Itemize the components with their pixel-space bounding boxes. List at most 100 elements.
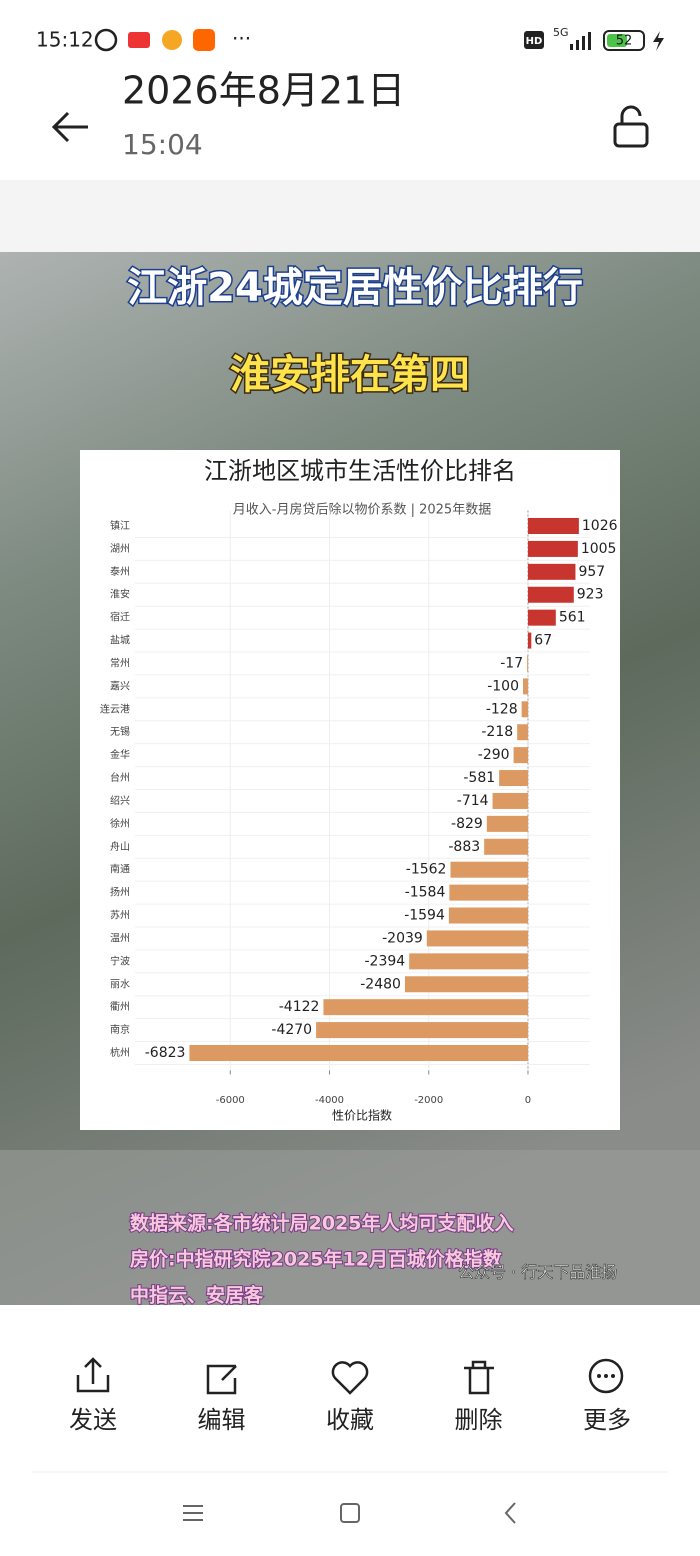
value-label: -6823	[145, 1045, 186, 1061]
value-label: -2039	[382, 930, 423, 946]
y-tick-label: 杭州	[110, 1046, 130, 1059]
x-tick-label: -6000	[216, 1095, 245, 1106]
nav-bar	[183, 1502, 516, 1524]
image-headline: 江浙24城定居性价比排行	[127, 265, 583, 311]
value-label: -290	[478, 747, 510, 763]
value-label: -218	[481, 724, 513, 740]
toolbar-action[interactable]: 更多	[583, 1406, 631, 1434]
toolbar-action[interactable]: 编辑	[198, 1406, 246, 1434]
header-date: 2026年8月21日	[122, 69, 405, 113]
value-label: -128	[486, 701, 518, 717]
source-lines: 数据来源:各市统计局2025年人均可支配收入 房价:中指研究院2025年12月百…	[129, 1211, 514, 1308]
back-button[interactable]	[51, 111, 88, 143]
bar	[404, 976, 528, 993]
source-line: 数据来源:各市统计局2025年人均可支配收入	[130, 1212, 513, 1235]
y-tick-label: 金华	[110, 748, 130, 761]
toolbar-action[interactable]: 发送	[69, 1406, 117, 1434]
toolbar-action[interactable]: 收藏	[326, 1406, 374, 1434]
alarm-icon	[94, 28, 118, 52]
x-axis-title: 性价比指数	[332, 1108, 392, 1123]
hd-label: HD	[526, 36, 543, 47]
bar	[527, 655, 528, 672]
signal-icon	[570, 32, 591, 50]
account-watermark: 公众号 · 行天下品淮扬	[458, 1263, 617, 1282]
value-label: 1026	[582, 518, 618, 534]
value-label: -17	[500, 655, 523, 671]
y-tick-label: 台州	[110, 771, 130, 784]
app-icon	[162, 30, 182, 50]
value-label: 1005	[581, 541, 617, 557]
more-icon-dots	[597, 1374, 615, 1378]
x-tick-label: 0	[525, 1095, 531, 1106]
chart-title: 江浙地区城市生活性价比排名	[204, 457, 516, 485]
value-label: -2394	[365, 953, 406, 969]
image-subheadline: 淮安排在第四	[230, 352, 470, 398]
bar	[527, 632, 532, 649]
network-label: 5G	[553, 26, 569, 39]
bar	[426, 930, 528, 947]
nav-home[interactable]	[340, 1503, 360, 1523]
value-label: -4270	[271, 1022, 312, 1038]
y-tick-label: 连云港	[100, 702, 130, 715]
bar	[484, 838, 528, 855]
bar	[527, 609, 556, 626]
value-label: -2480	[360, 976, 401, 992]
bar	[449, 884, 528, 901]
value-label: -4122	[279, 999, 320, 1015]
source-line: 房价:中指研究院2025年12月百城价格指数	[130, 1248, 503, 1271]
bar	[492, 792, 528, 809]
value-label: -714	[457, 793, 489, 809]
y-tick-label: 淮安	[110, 588, 130, 601]
y-tick-label: 衢州	[110, 1001, 130, 1013]
y-tick-label: 镇江	[110, 519, 130, 532]
nav-menu[interactable]	[183, 1505, 203, 1521]
value-label: -581	[463, 770, 495, 786]
y-tick-label: 绍兴	[110, 794, 130, 807]
lock-button[interactable]	[613, 105, 649, 148]
source-line: 中指云、安居客	[130, 1284, 264, 1307]
bar	[448, 907, 528, 924]
hd-badge	[524, 31, 544, 49]
header-time: 15:04	[122, 128, 203, 161]
y-tick-label: 宁波	[110, 954, 130, 967]
bar	[486, 815, 528, 832]
toolbar: 发送 编辑 收藏 删除 更多	[69, 1406, 631, 1434]
battery-label: 52	[616, 34, 633, 49]
image-margin	[0, 180, 700, 252]
battery	[603, 30, 645, 51]
bar	[527, 563, 576, 580]
y-tick-label: 宿迁	[110, 611, 130, 624]
y-tick-label: 常州	[110, 656, 130, 669]
y-tick-label: 泰州	[110, 565, 130, 578]
y-tick-label: 无锡	[110, 725, 130, 738]
battery-level	[607, 34, 627, 47]
value-label: 957	[578, 564, 605, 580]
bar	[527, 586, 574, 603]
bar	[316, 1022, 528, 1039]
bar	[323, 999, 528, 1016]
charging-icon	[653, 31, 664, 51]
nav-back[interactable]	[504, 1502, 516, 1524]
toolbar-icons	[76, 1357, 624, 1395]
bar	[527, 540, 578, 557]
value-label: -1594	[404, 908, 445, 924]
value-label: -100	[487, 678, 519, 694]
y-tick-label: 湖州	[110, 543, 130, 555]
y-tick-label: 南通	[110, 863, 130, 876]
y-tick-label: 苏州	[110, 909, 130, 922]
toolbar-action[interactable]: 删除	[455, 1406, 503, 1434]
chart-subtitle: 月收入-月房贷后除以物价系数 | 2025年数据	[233, 502, 491, 518]
y-tick-label: 盐城	[110, 634, 130, 647]
y-tick-label: 丽水	[110, 978, 130, 990]
bar	[499, 770, 528, 787]
chart: -6000 -4000 -2000 0 镇江 1026 湖州 1005 泰州 957 淮安 923 宿迁…	[100, 510, 618, 1106]
value-label: -1562	[406, 862, 447, 878]
bar	[450, 861, 528, 878]
app-icon	[128, 32, 150, 48]
value-label: -829	[451, 816, 483, 832]
value-label: 561	[559, 610, 586, 626]
status-time: 15:12	[36, 28, 94, 52]
value-label: -1584	[405, 885, 446, 901]
road	[0, 1150, 700, 1305]
